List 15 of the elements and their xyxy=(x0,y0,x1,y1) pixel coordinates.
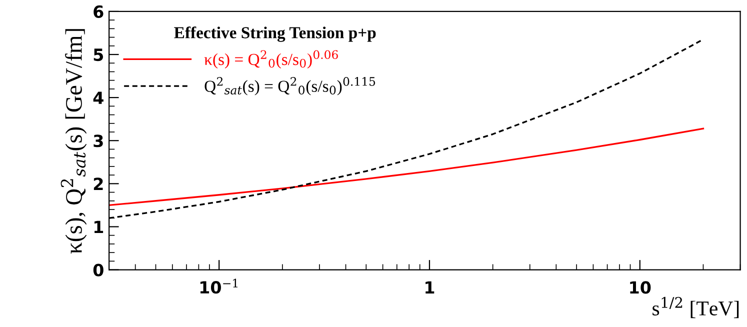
x-tick-label: 1 xyxy=(426,281,434,294)
x-tick-label: 10 xyxy=(630,281,651,294)
y-tick-label: 4 xyxy=(93,92,104,104)
y-tick-label: 0 xyxy=(93,264,104,276)
legend-label: κ(s) = Q$^{2}$$_{0}$(s/s$_{0}$)$^{0.06}$ xyxy=(204,50,338,68)
y-tick-label: 2 xyxy=(94,178,103,190)
y-tick-label: 5 xyxy=(94,48,104,62)
x-tick-label: 10$^{−1}$ xyxy=(200,278,238,294)
y-tick-label: 1 xyxy=(94,220,104,234)
x-axis-title: s$^{1/2}$ [TeV] xyxy=(652,296,739,318)
y-tick-label: 6 xyxy=(94,5,104,18)
y-tick-label: 3 xyxy=(94,134,103,148)
text: Q$^{2}$$_{sat}$(s) = Q$^{2}$$_{0}$(s/s$_{0}$)$^{0.115}$ xyxy=(204,77,376,96)
legend-title: Effective String Tension p+p xyxy=(174,26,376,42)
y-axis-title: κ(s), Q$^{2}$$_{sat}$(s) [GeV/fm] xyxy=(60,29,87,254)
